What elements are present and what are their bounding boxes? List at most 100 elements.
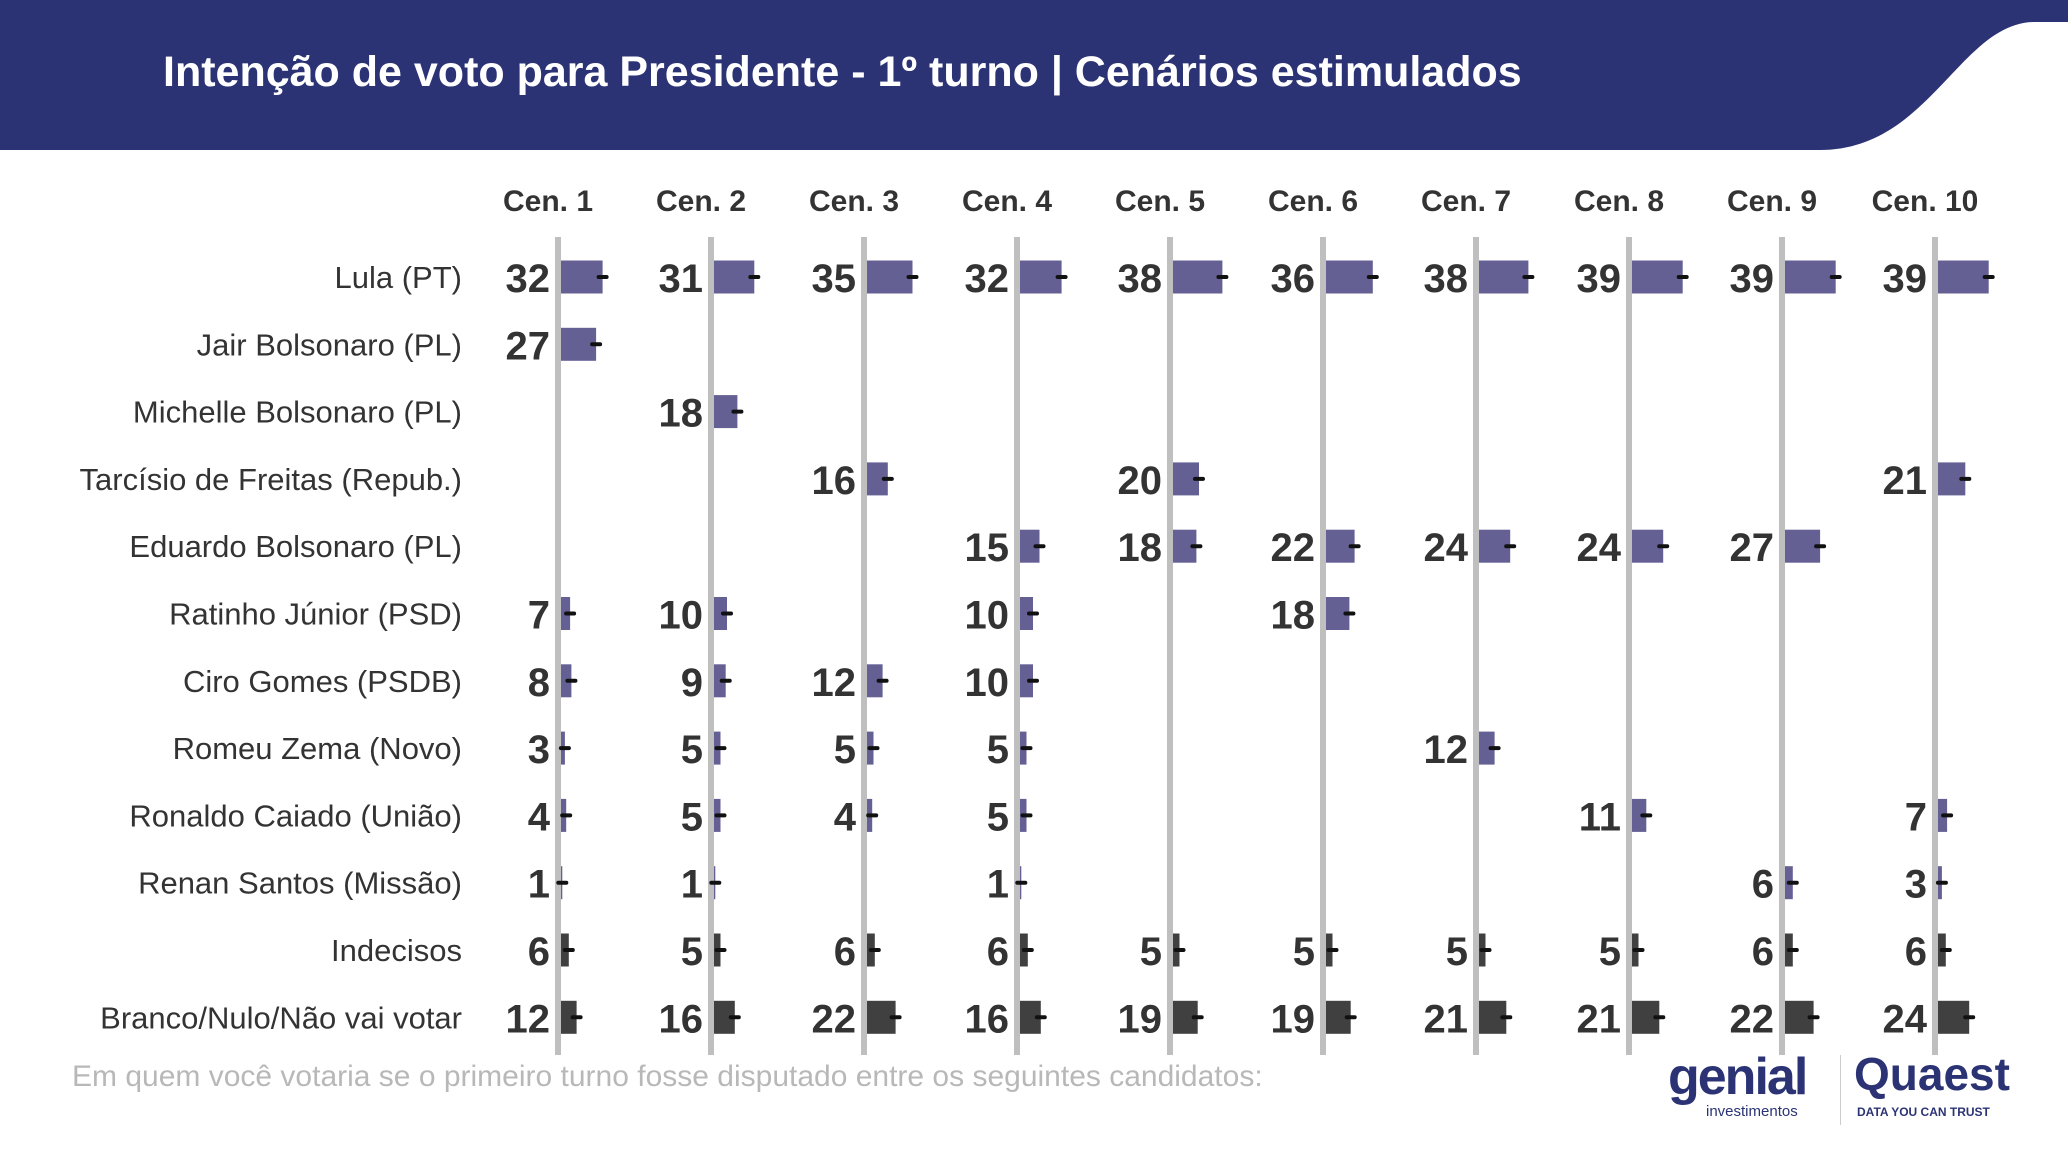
data-label: 21 <box>1424 997 1469 1041</box>
data-label: 1 <box>681 863 703 907</box>
data-label: 6 <box>834 930 856 974</box>
category-label: Tarcísio de Freitas (Repub.) <box>80 462 462 497</box>
data-label: 7 <box>1905 795 1927 839</box>
data-label: 18 <box>1118 526 1163 570</box>
data-label: 24 <box>1424 526 1469 570</box>
scenario-axis-line <box>1473 237 1479 1055</box>
error-bar <box>1015 880 1028 885</box>
data-label: 22 <box>1271 526 1316 570</box>
error-bar <box>1959 476 1972 481</box>
error-bar <box>1190 544 1203 549</box>
data-label: 39 <box>1577 257 1622 301</box>
error-bar <box>1033 544 1046 549</box>
category-label: Renan Santos (Missão) <box>138 866 462 901</box>
data-label: 1 <box>987 863 1009 907</box>
logo-divider <box>1840 1055 1841 1125</box>
scenario-header: Cen. 4 <box>962 185 1052 218</box>
scenario-axis-line <box>1167 237 1173 1055</box>
data-label: 21 <box>1883 459 1928 503</box>
data-label: 27 <box>1730 526 1775 570</box>
bar <box>714 1000 735 1034</box>
data-label: 16 <box>812 459 857 503</box>
data-label: 38 <box>1424 257 1469 301</box>
data-label: 22 <box>1730 997 1775 1041</box>
data-label: 6 <box>528 930 550 974</box>
category-label: Indecisos <box>331 933 462 968</box>
error-bar <box>1366 275 1379 279</box>
scenario-axis-line <box>1932 237 1938 1055</box>
data-label: 4 <box>528 795 551 839</box>
category-label: Ratinho Júnior (PSD) <box>169 597 462 632</box>
chart: Lula (PT) Jair Bolsonaro (PL) Michelle Bol… <box>80 185 1995 1055</box>
error-bar <box>564 611 577 616</box>
error-bar <box>1653 1015 1666 1020</box>
error-bar <box>721 611 733 616</box>
category-label: Romeu Zema (Novo) <box>173 731 462 766</box>
error-bar <box>1500 1015 1513 1020</box>
page-title: Intenção de voto para Presidente - 1º tu… <box>163 48 1522 96</box>
bar <box>1632 798 1647 832</box>
data-label: 5 <box>987 795 1009 839</box>
error-bar <box>1027 611 1039 616</box>
data-label: 36 <box>1271 257 1316 301</box>
data-label: 3 <box>528 728 550 772</box>
data-label: 12 <box>506 997 551 1041</box>
error-bar <box>556 880 569 885</box>
category-label: Ronaldo Caiado (União) <box>129 798 462 833</box>
scenario-header: Cen. 6 <box>1268 185 1358 218</box>
error-bar <box>1344 1015 1357 1020</box>
bar <box>1785 260 1836 294</box>
scenario-axis-line <box>1779 237 1785 1055</box>
error-bar <box>876 678 889 683</box>
data-label: 20 <box>1118 459 1163 503</box>
data-label: 6 <box>1752 863 1774 907</box>
bar <box>1326 260 1373 294</box>
data-label: 11 <box>1579 795 1621 839</box>
error-bar <box>1632 948 1645 952</box>
error-bar <box>1935 880 1948 885</box>
data-label: 31 <box>659 257 704 301</box>
error-bar <box>906 275 919 279</box>
data-label: 5 <box>834 728 856 772</box>
genial-logo-sub: investimentos <box>1706 1103 1798 1120</box>
category-label: Lula (PT) <box>335 260 462 295</box>
bar <box>1938 260 1989 294</box>
error-bar <box>1034 1015 1047 1020</box>
error-bar <box>1021 948 1034 952</box>
error-bar <box>1963 1015 1976 1020</box>
error-bar <box>868 948 881 952</box>
scenario-header: Cen. 10 <box>1872 185 1979 218</box>
category-label: Ciro Gomes (PSDB) <box>183 664 462 699</box>
bar <box>1632 260 1683 294</box>
data-label: 16 <box>965 997 1010 1041</box>
scenario-header: Cen. 5 <box>1115 185 1205 218</box>
data-label: 5 <box>1293 930 1315 974</box>
error-bar <box>867 746 880 751</box>
bar <box>1479 260 1529 294</box>
bar <box>867 462 888 496</box>
data-label: 24 <box>1883 997 1928 1041</box>
data-label: 18 <box>1271 594 1316 638</box>
data-label: 6 <box>987 930 1009 974</box>
scenario-axis-line <box>555 237 561 1055</box>
error-bar <box>1027 678 1039 683</box>
data-label: 6 <box>1752 930 1774 974</box>
scenario-header: Cen. 3 <box>809 185 899 218</box>
category-label: Michelle Bolsonaro (PL) <box>133 395 462 430</box>
data-label: 8 <box>528 661 550 705</box>
error-bar <box>1193 476 1205 481</box>
error-bar <box>728 1015 741 1020</box>
scenario-axis-line <box>861 237 867 1055</box>
error-bar <box>1191 1015 1204 1020</box>
error-bar <box>1479 948 1492 952</box>
category-label: Branco/Nulo/Não vai votar <box>100 1000 462 1035</box>
scenario-header: Cen. 9 <box>1727 185 1817 218</box>
error-bar <box>714 813 727 818</box>
data-label: 10 <box>659 594 704 638</box>
error-bar <box>1829 275 1842 279</box>
header-band <box>0 0 2068 150</box>
quaest-logo-sub: DATA YOU CAN TRUST <box>1857 1105 1990 1119</box>
bar <box>561 260 603 294</box>
bar <box>1020 1000 1041 1034</box>
bar <box>867 260 913 294</box>
